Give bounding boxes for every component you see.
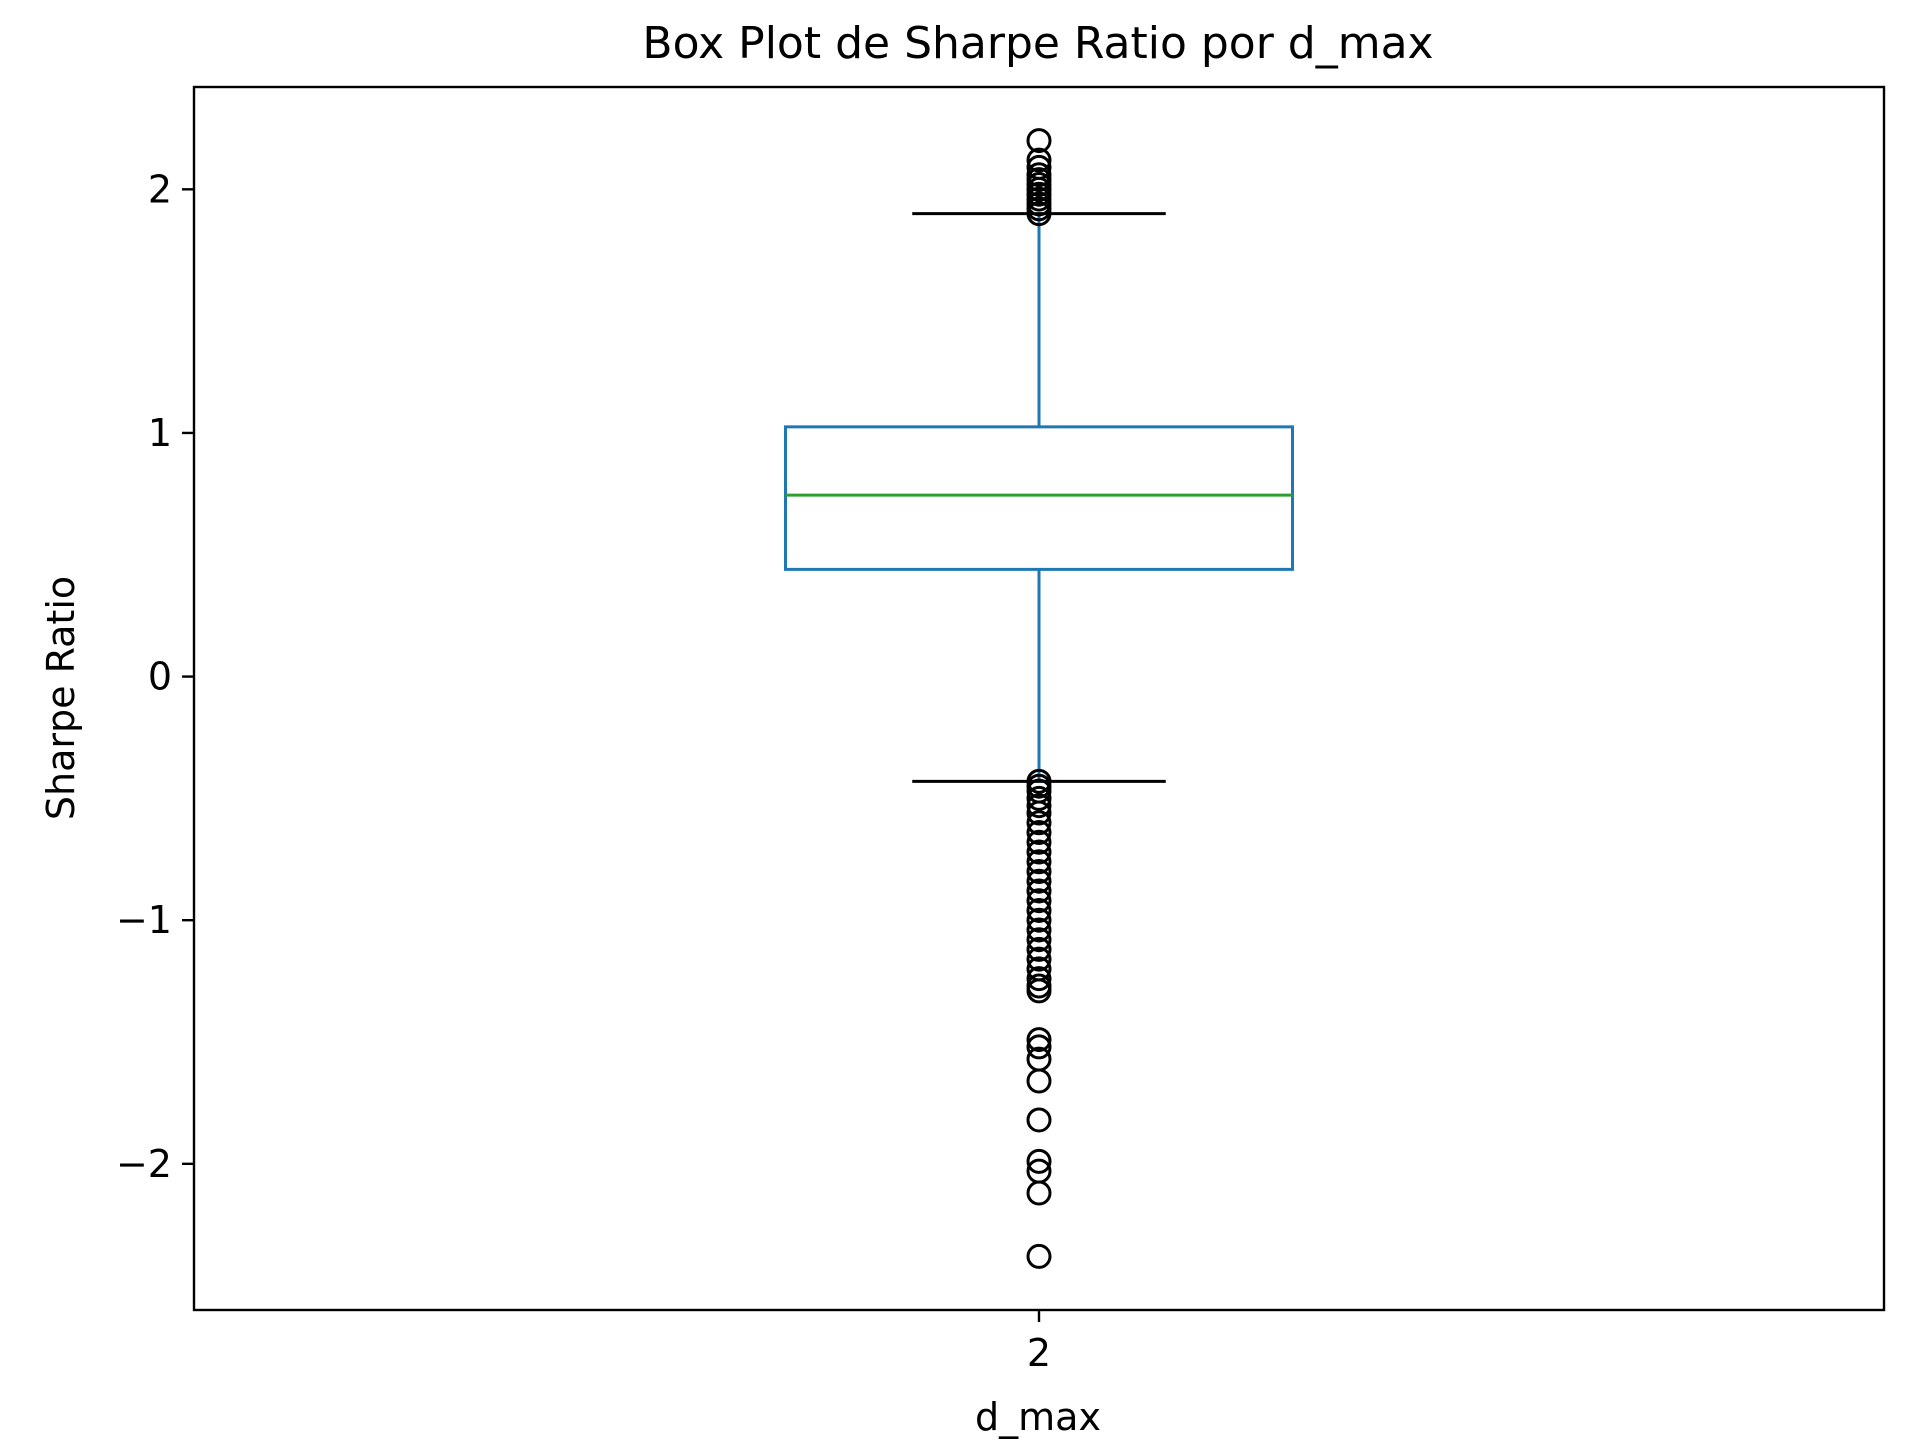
x-tick-label: 2	[1027, 1331, 1051, 1375]
outlier-point	[1026, 1107, 1052, 1133]
y-axis-label: Sharpe Ratio	[39, 576, 83, 820]
plot-area	[784, 128, 1294, 1269]
y-tick-label: 2	[148, 167, 172, 211]
outlier-point	[1026, 946, 1052, 972]
outlier-point	[1026, 785, 1052, 811]
outlier-point	[1026, 839, 1052, 865]
outlier-point	[1026, 907, 1052, 933]
outlier-point	[1026, 858, 1052, 884]
y-tick-label: 0	[148, 655, 172, 699]
outlier-point	[1026, 966, 1052, 992]
outlier-point	[1026, 201, 1052, 227]
iqr-box	[784, 425, 1294, 571]
outlier-point	[1026, 793, 1052, 819]
outlier-point	[1026, 1034, 1052, 1060]
outlier-point	[1026, 917, 1052, 943]
x-axis-label: d_max	[975, 1395, 1101, 1439]
chart-title: Box Plot de Sharpe Ratio por d_max	[642, 18, 1433, 69]
outlier-point	[1026, 800, 1052, 826]
outlier-point	[1026, 1243, 1052, 1269]
outlier-point	[1026, 1148, 1052, 1174]
outlier-point	[1026, 1068, 1052, 1094]
outlier-point	[1026, 878, 1052, 904]
outlier-point	[1026, 147, 1052, 173]
y-axis: 2 1 0 −1 −2	[116, 167, 194, 1186]
outlier-point	[1026, 978, 1052, 1004]
outlier-point	[1026, 1027, 1052, 1053]
outlier-point	[1026, 849, 1052, 875]
outlier-point	[1026, 897, 1052, 923]
outlier-point	[1026, 868, 1052, 894]
x-axis: 2	[1027, 1310, 1051, 1375]
outlier-point	[1026, 888, 1052, 914]
outlier-point	[1026, 829, 1052, 855]
outlier-point	[1026, 927, 1052, 953]
outlier-point	[1026, 936, 1052, 962]
y-tick-label: 1	[148, 411, 172, 455]
y-tick-label: −2	[116, 1142, 172, 1186]
outlier-point	[1026, 819, 1052, 845]
outlier-point	[1026, 128, 1052, 154]
outlier-point	[1026, 810, 1052, 836]
y-tick-label: −1	[116, 898, 172, 942]
outlier-point	[1026, 1180, 1052, 1206]
